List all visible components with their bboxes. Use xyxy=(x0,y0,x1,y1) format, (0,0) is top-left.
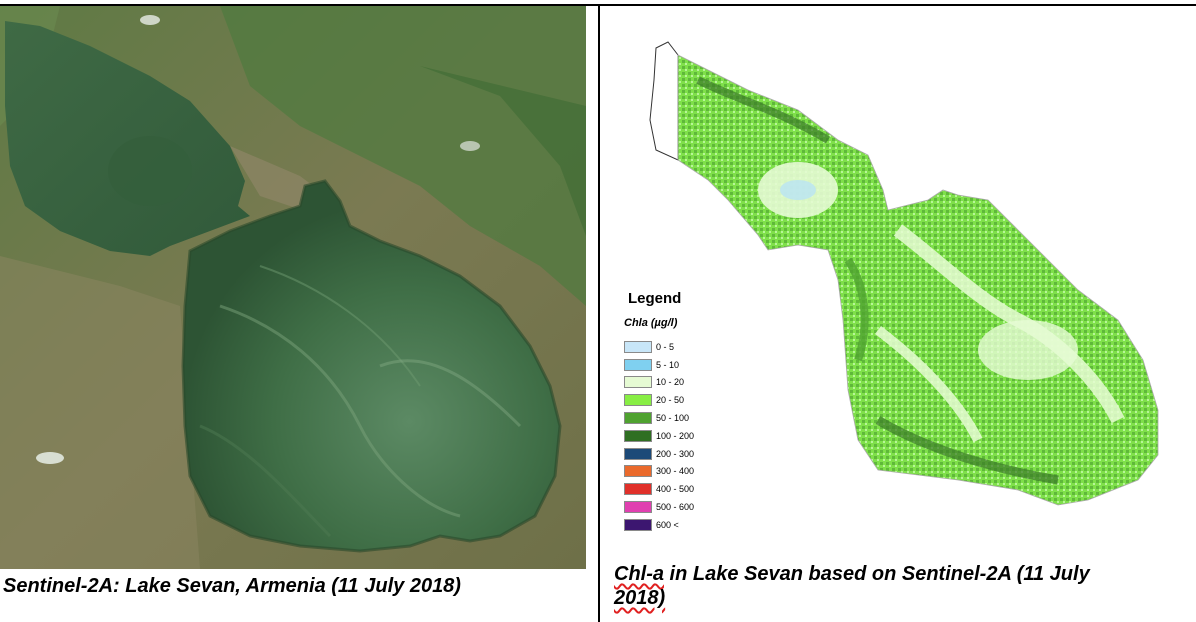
legend-item: 0 - 5 xyxy=(624,338,694,356)
legend-item: 20 - 50 xyxy=(624,391,694,409)
legend-swatch xyxy=(624,358,652,371)
legend-swatch xyxy=(624,412,652,425)
legend-item: 600 < xyxy=(624,516,694,534)
legend-item: 300 - 400 xyxy=(624,463,694,481)
legend-label: 600 < xyxy=(656,519,679,530)
legend-swatch xyxy=(624,429,652,442)
legend-label: 100 - 200 xyxy=(656,430,695,441)
left-panel: Sentinel-2A: Lake Sevan, Armenia (11 Jul… xyxy=(0,6,586,597)
legend-swatch xyxy=(624,501,652,514)
legend-label: 5 - 10 xyxy=(656,359,680,370)
right-panel: Legend Chla (µg/l) 0 - 5 5 - 10 10 - 20 20 … xyxy=(598,0,1196,622)
legend-item: 200 - 300 xyxy=(624,445,694,463)
caption-term: Chl-a xyxy=(614,563,664,585)
legend: 0 - 5 5 - 10 10 - 20 20 - 50 50 - 100 100 - 2… xyxy=(624,338,694,534)
legend-label: 400 - 500 xyxy=(656,484,695,495)
right-caption: Chl-a in Lake Sevan based on Sentinel-2A… xyxy=(614,562,1188,610)
legend-swatch xyxy=(624,394,652,407)
legend-label: 500 - 600 xyxy=(656,502,695,513)
legend-swatch xyxy=(624,483,652,496)
left-caption: Sentinel-2A: Lake Sevan, Armenia (11 Jul… xyxy=(3,575,461,597)
legend-item: 100 - 200 xyxy=(624,427,694,445)
legend-label: 0 - 5 xyxy=(656,341,675,352)
legend-label: 50 - 100 xyxy=(656,413,690,424)
legend-swatch xyxy=(624,465,652,478)
legend-title: Legend xyxy=(628,290,682,307)
legend-swatch xyxy=(624,376,652,389)
legend-label: 300 - 400 xyxy=(656,466,695,477)
legend-subtitle: Chla (µg/l) xyxy=(624,317,678,329)
legend-swatch xyxy=(624,447,652,460)
cell-mark xyxy=(612,4,694,6)
legend-item: 400 - 500 xyxy=(624,480,694,498)
legend-item: 50 - 100 xyxy=(624,409,694,427)
legend-label: 10 - 20 xyxy=(656,377,685,388)
legend-item: 5 - 10 xyxy=(624,356,694,374)
caption-year: 2018) xyxy=(614,587,666,609)
legend-item: 10 - 20 xyxy=(624,374,694,392)
legend-label: 200 - 300 xyxy=(656,448,695,459)
legend-swatch xyxy=(624,340,652,353)
legend-item: 500 - 600 xyxy=(624,498,694,516)
legend-label: 20 - 50 xyxy=(656,395,685,406)
chla-map xyxy=(649,41,1159,506)
column-divider xyxy=(598,4,600,622)
satellite-image xyxy=(0,6,586,569)
legend-swatch xyxy=(624,518,652,531)
caption-text: in Lake Sevan based on Sentinel-2A (11 J… xyxy=(664,563,1090,585)
